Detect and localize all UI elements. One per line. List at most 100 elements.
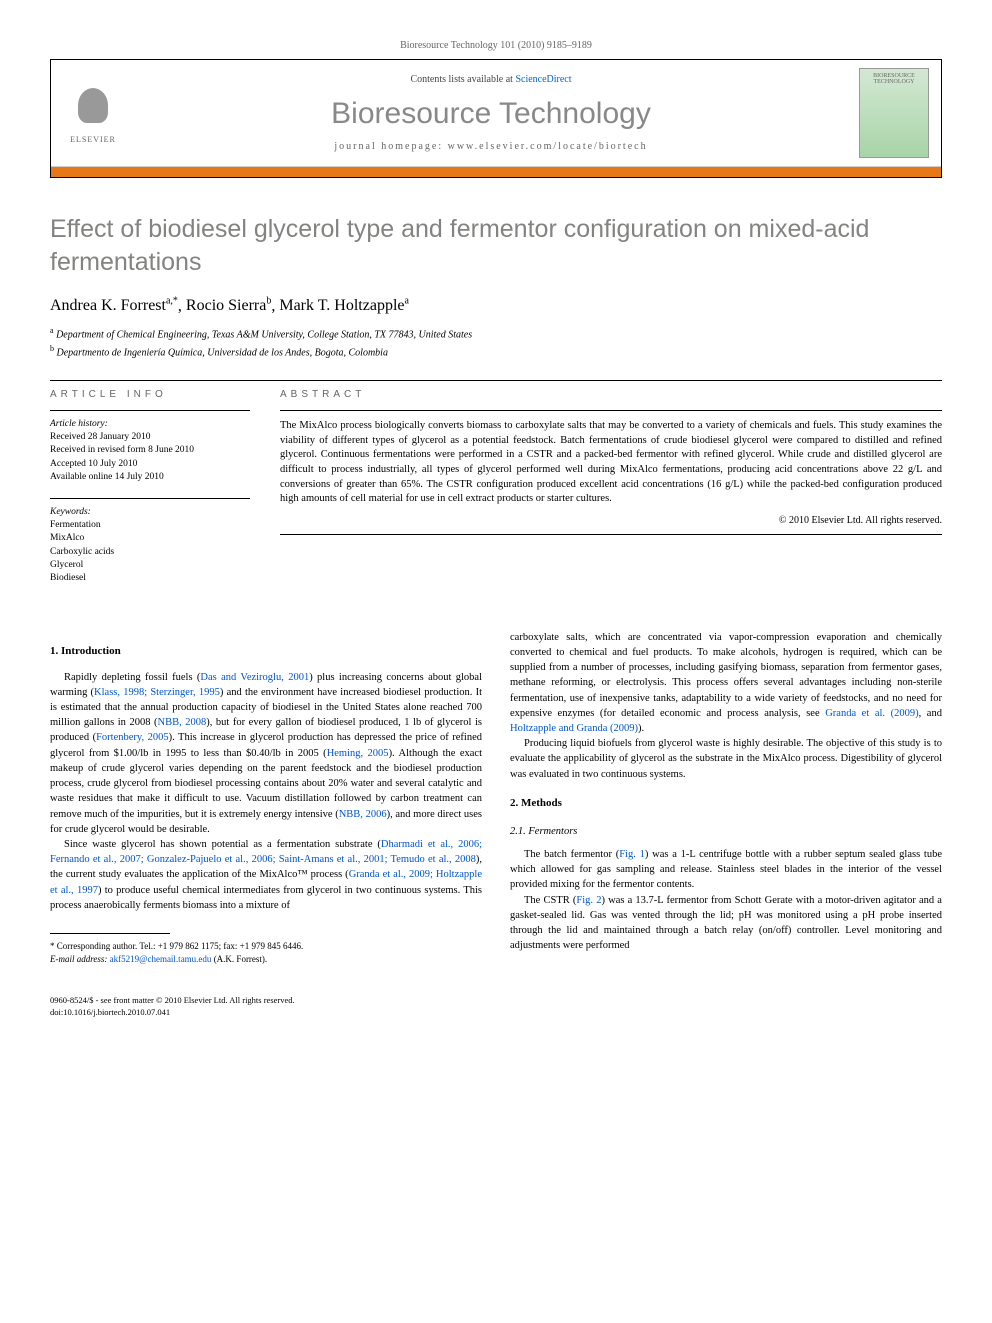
col2-paragraph-2: Producing liquid biofuels from glycerol … <box>510 736 942 782</box>
footer-left: 0960-8524/$ - see front matter © 2010 El… <box>50 995 295 1019</box>
homepage-label: journal homepage: <box>334 141 447 152</box>
body-column-right: carboxylate salts, which are concentrate… <box>510 630 942 966</box>
corresponding-author-footnote: * Corresponding author. Tel.: +1 979 862… <box>50 940 482 965</box>
history-line-1: Received 28 January 2010 <box>50 431 250 444</box>
page-footer: 0960-8524/$ - see front matter © 2010 El… <box>50 995 942 1019</box>
author-2-name: Rocio Sierra <box>186 297 266 314</box>
author-1: Andrea K. Forresta,* <box>50 297 178 314</box>
header-top-row: ELSEVIER Contents lists available at Sci… <box>51 60 941 167</box>
history-line-3: Accepted 10 July 2010 <box>50 458 250 471</box>
ref-nbb-2008[interactable]: NBB, 2008 <box>158 717 207 728</box>
methods-paragraph-1: The batch fermentor (Fig. 1) was a 1-L c… <box>510 847 942 893</box>
keyword-3: Carboxylic acids <box>50 546 250 559</box>
intro-paragraph-1: Rapidly depleting fossil fuels (Das and … <box>50 670 482 837</box>
article-info-column: ARTICLE INFO Article history: Received 2… <box>50 389 250 600</box>
col2-p1-c: ). <box>638 723 644 734</box>
affil-b-sup: b <box>50 344 54 353</box>
journal-homepage: journal homepage: www.elsevier.com/locat… <box>123 141 859 152</box>
fig-1-link[interactable]: Fig. 1 <box>619 849 645 860</box>
elsevier-logo: ELSEVIER <box>63 78 123 148</box>
ref-klass-1998[interactable]: Klass, 1998; Sterzinger, 1995 <box>94 687 220 698</box>
contents-prefix: Contents lists available at <box>410 74 515 85</box>
intro-p2-a: Since waste glycerol has shown potential… <box>64 839 381 850</box>
col2-paragraph-1: carboxylate salts, which are concentrate… <box>510 630 942 737</box>
ref-holtzapple-2009[interactable]: Holtzapple and Granda (2009) <box>510 723 638 734</box>
section-2-heading: 2. Methods <box>510 796 942 812</box>
affil-b-text: Departmento de Ingeniería Química, Unive… <box>57 347 388 358</box>
methods-p1-a: The batch fermentor ( <box>524 849 619 860</box>
body-column-left: 1. Introduction Rapidly depleting fossil… <box>50 630 482 966</box>
footnote-separator <box>50 933 170 934</box>
footnote-email-line: E-mail address: akf5219@chemail.tamu.edu… <box>50 953 482 966</box>
email-author: (A.K. Forrest). <box>214 954 268 964</box>
authors-line: Andrea K. Forresta,*, Rocio Sierrab, Mar… <box>50 296 942 315</box>
intro-p1-a: Rapidly depleting fossil fuels ( <box>64 672 200 683</box>
ref-das-2001[interactable]: Das and Veziroglu, 2001 <box>200 672 309 683</box>
info-abstract-row: ARTICLE INFO Article history: Received 2… <box>50 389 942 600</box>
author-2: Rocio Sierrab <box>186 297 271 314</box>
keyword-4: Glycerol <box>50 559 250 572</box>
intro-p2-c: ) to produce useful chemical intermediat… <box>50 885 482 911</box>
orange-divider-bar <box>51 167 941 177</box>
article-history-block: Article history: Received 28 January 201… <box>50 419 250 484</box>
affiliation-b: b Departmento de Ingeniería Química, Uni… <box>50 343 942 360</box>
author-3: Mark T. Holtzapplea <box>279 297 409 314</box>
footer-copyright: 0960-8524/$ - see front matter © 2010 El… <box>50 995 295 1007</box>
keywords-block: Keywords: Fermentation MixAlco Carboxyli… <box>50 507 250 585</box>
abstract-text: The MixAlco process biologically convert… <box>280 419 942 507</box>
section-1-heading: 1. Introduction <box>50 644 482 660</box>
section-2-1-heading: 2.1. Fermentors <box>510 824 942 839</box>
abstract-divider-bottom <box>280 534 942 535</box>
header-citation: Bioresource Technology 101 (2010) 9185–9… <box>50 40 942 51</box>
info-divider-1 <box>50 410 250 411</box>
methods-p2-a: The CSTR ( <box>524 895 576 906</box>
col2-p1-a: carboxylate salts, which are concentrate… <box>510 632 942 719</box>
keyword-1: Fermentation <box>50 519 250 532</box>
history-line-4: Available online 14 July 2010 <box>50 471 250 484</box>
affil-a-sup: a <box>50 326 54 335</box>
author-3-name: Mark T. Holtzapple <box>279 297 404 314</box>
abstract-divider <box>280 410 942 411</box>
divider-top <box>50 380 942 381</box>
keyword-5: Biodiesel <box>50 572 250 585</box>
author-1-name: Andrea K. Forrest <box>50 297 166 314</box>
article-info-heading: ARTICLE INFO <box>50 389 250 400</box>
ref-fortenbery-2005[interactable]: Fortenbery, 2005 <box>96 732 169 743</box>
fig-2-link[interactable]: Fig. 2 <box>576 895 601 906</box>
contents-available: Contents lists available at ScienceDirec… <box>123 74 859 85</box>
footer-doi: doi:10.1016/j.biortech.2010.07.041 <box>50 1007 295 1019</box>
footnote-corr: * Corresponding author. Tel.: +1 979 862… <box>50 940 482 953</box>
sciencedirect-link[interactable]: ScienceDirect <box>515 74 571 85</box>
ref-granda-2009b[interactable]: Granda et al. (2009) <box>825 708 918 719</box>
intro-paragraph-2: Since waste glycerol has shown potential… <box>50 837 482 913</box>
cover-text: BIORESOURCE TECHNOLOGY <box>860 69 928 85</box>
abstract-column: ABSTRACT The MixAlco process biologicall… <box>280 389 942 600</box>
header-box: ELSEVIER Contents lists available at Sci… <box>50 59 942 178</box>
col2-p1-b: , and <box>919 708 942 719</box>
history-line-2: Received in revised form 8 June 2010 <box>50 444 250 457</box>
body-two-columns: 1. Introduction Rapidly depleting fossil… <box>50 630 942 966</box>
journal-cover-thumbnail: BIORESOURCE TECHNOLOGY <box>859 68 929 158</box>
email-label: E-mail address: <box>50 954 107 964</box>
article-title: Effect of biodiesel glycerol type and fe… <box>50 213 942 278</box>
ref-heming-2005[interactable]: Heming, 2005 <box>327 748 389 759</box>
journal-name: Bioresource Technology <box>123 97 859 131</box>
email-link[interactable]: akf5219@chemail.tamu.edu <box>110 954 212 964</box>
methods-paragraph-2: The CSTR (Fig. 2) was a 13.7-L fermentor… <box>510 893 942 954</box>
elsevier-tree-icon <box>68 83 118 133</box>
homepage-url: www.elsevier.com/locate/biortech <box>448 141 648 152</box>
affil-a-text: Department of Chemical Engineering, Texa… <box>56 330 472 341</box>
affiliations: a Department of Chemical Engineering, Te… <box>50 325 942 360</box>
ref-nbb-2006[interactable]: NBB, 2006 <box>339 809 387 820</box>
keyword-2: MixAlco <box>50 532 250 545</box>
author-1-sup: a,* <box>166 296 178 307</box>
keywords-label: Keywords: <box>50 507 250 517</box>
header-center: Contents lists available at ScienceDirec… <box>123 74 859 152</box>
history-label: Article history: <box>50 419 250 429</box>
affiliation-a: a Department of Chemical Engineering, Te… <box>50 325 942 342</box>
abstract-copyright: © 2010 Elsevier Ltd. All rights reserved… <box>280 515 942 526</box>
abstract-heading: ABSTRACT <box>280 389 942 400</box>
author-2-sup: b <box>266 296 271 307</box>
author-3-sup: a <box>405 296 409 307</box>
page-container: Bioresource Technology 101 (2010) 9185–9… <box>0 0 992 1059</box>
